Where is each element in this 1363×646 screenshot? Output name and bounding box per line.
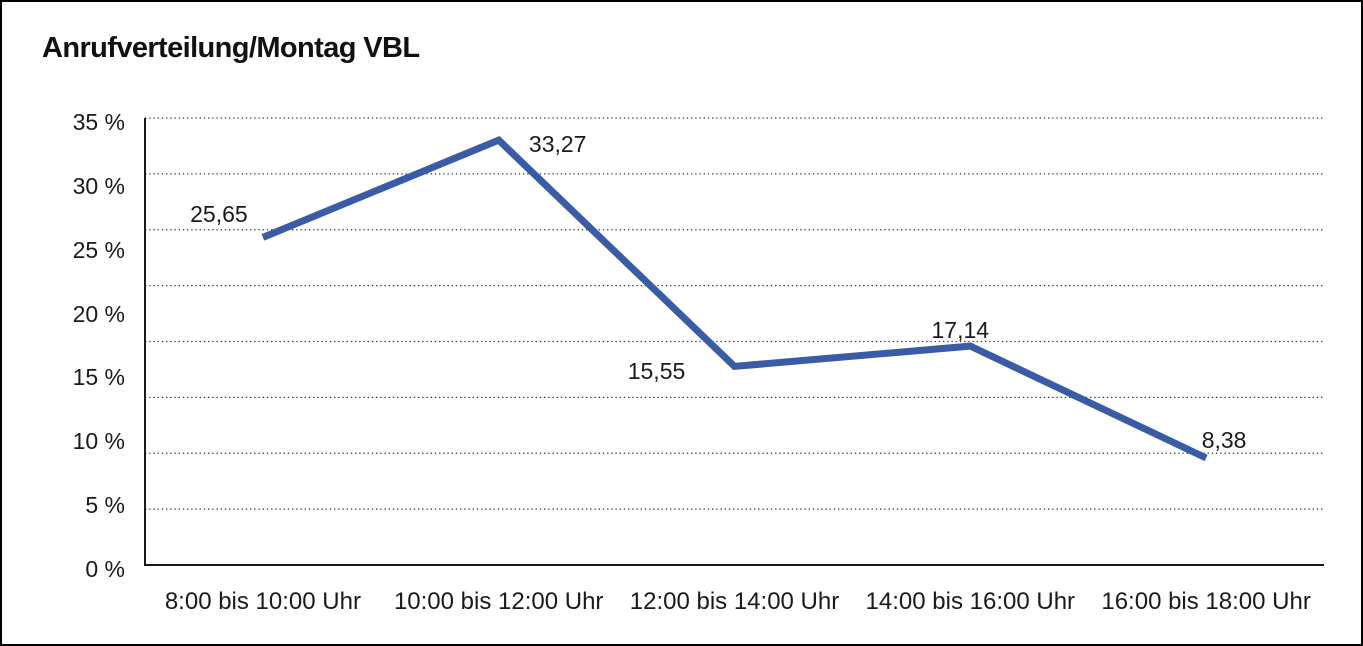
data-series-line (261, 135, 1208, 462)
chart-title: Anrufverteilung/Montag VBL (42, 32, 420, 64)
